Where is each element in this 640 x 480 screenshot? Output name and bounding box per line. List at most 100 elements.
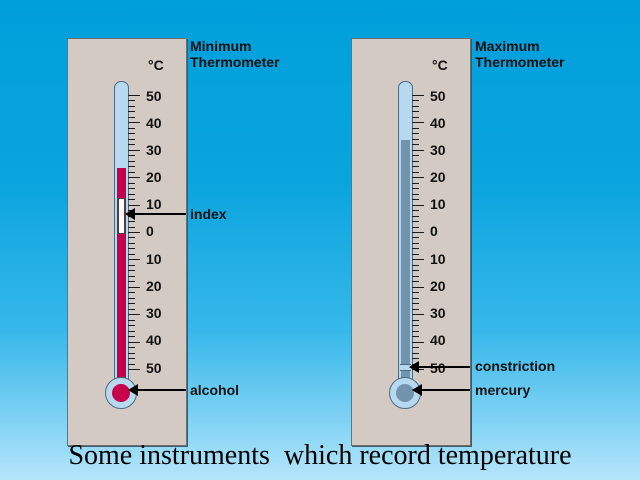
scale-tick	[412, 358, 419, 359]
scale-tick	[128, 248, 135, 249]
scale-tick	[412, 243, 419, 244]
minimum-scale-label: 40	[146, 332, 162, 348]
scale-tick	[128, 166, 135, 167]
scale-tick	[128, 353, 135, 354]
alcohol-column	[117, 168, 126, 382]
scale-tick	[128, 281, 135, 282]
scale-tick	[412, 128, 419, 129]
scale-tick	[412, 320, 419, 321]
alcohol-bulb	[105, 377, 137, 409]
maximum-glass-tube	[398, 81, 413, 383]
scale-tick	[128, 205, 140, 206]
maximum-scale-label: 20	[430, 169, 446, 185]
minimum-scale-label: 10	[146, 251, 162, 267]
scale-tick	[412, 95, 424, 96]
maximum-scale-label: 30	[430, 142, 446, 158]
minimum-scale-label: 0	[146, 223, 154, 239]
minimum-scale-label: 50	[146, 360, 162, 376]
alcohol-arrow	[128, 384, 186, 396]
scale-tick	[128, 364, 135, 365]
scale-tick	[128, 331, 135, 332]
scale-tick	[412, 194, 419, 195]
scale-tick	[128, 232, 140, 233]
scale-tick	[412, 150, 424, 151]
minimum-scale-label: 30	[146, 142, 162, 158]
scale-tick	[412, 254, 419, 255]
scale-tick	[412, 281, 419, 282]
scale-tick	[412, 210, 419, 211]
maximum-thermometer-title: Maximum Thermometer	[475, 38, 564, 70]
mercury-bulb-core	[396, 384, 414, 402]
scale-tick	[128, 194, 135, 195]
maximum-scale-label: 0	[430, 223, 438, 239]
scale-tick	[412, 353, 419, 354]
scale-tick	[128, 100, 135, 101]
scale-tick	[128, 287, 140, 288]
scale-tick	[412, 221, 419, 222]
minimum-thermometer-panel: °C 50 40 30 20 10 0 10 20 30 40 50	[67, 38, 187, 446]
scale-tick	[128, 298, 135, 299]
maximum-scale-label: 40	[430, 115, 446, 131]
alcohol-bulb-core	[112, 384, 130, 402]
maximum-scale-label: 10	[430, 196, 446, 212]
scale-tick	[412, 111, 419, 112]
scale-tick	[128, 111, 135, 112]
scale-tick	[412, 144, 419, 145]
maximum-scale-label: 10	[430, 251, 446, 267]
scale-tick	[128, 358, 135, 359]
scale-tick	[412, 287, 424, 288]
scale-tick	[128, 122, 140, 123]
scale-tick	[412, 155, 419, 156]
scale-tick	[128, 133, 135, 134]
maximum-title-line1: Maximum	[475, 38, 540, 54]
index-arrow	[125, 208, 186, 220]
scale-tick	[128, 95, 140, 96]
mercury-label: mercury	[475, 382, 531, 398]
minimum-title-line2: Thermometer	[190, 54, 280, 70]
scale-tick	[128, 292, 135, 293]
scale-tick	[128, 243, 135, 244]
index-label: index	[190, 206, 227, 222]
minimum-thermometer-title: Minimum Thermometer	[190, 38, 279, 70]
scale-tick	[128, 342, 140, 343]
minimum-scale-label: 40	[146, 115, 162, 131]
scale-tick	[128, 369, 140, 370]
scale-tick	[128, 172, 135, 173]
alcohol-label: alcohol	[190, 382, 240, 398]
scale-tick	[412, 336, 419, 337]
scale-tick	[412, 122, 424, 123]
scale-tick	[128, 117, 135, 118]
scale-tick	[128, 227, 135, 228]
scale-tick	[412, 177, 424, 178]
scale-tick	[412, 309, 419, 310]
scale-tick	[128, 128, 135, 129]
scale-tick	[128, 314, 140, 315]
maximum-scale-label: 50	[430, 88, 446, 104]
scale-tick	[412, 265, 419, 266]
scale-tick	[412, 139, 419, 140]
scale-tick	[412, 276, 419, 277]
scale-tick	[412, 232, 424, 233]
maximum-unit-label: °C	[432, 57, 448, 73]
scale-tick	[128, 237, 135, 238]
scale-tick	[412, 259, 424, 260]
maximum-scale-label: 40	[430, 332, 446, 348]
scale-tick	[412, 166, 419, 167]
maximum-thermometer-panel: °C 50 40 30 20 10 0 10 20 30 40 50	[351, 38, 471, 446]
maximum-scale-label: 30	[430, 305, 446, 321]
scale-tick	[412, 248, 419, 249]
scale-tick	[128, 106, 135, 107]
scale-tick	[128, 303, 135, 304]
scale-tick	[412, 303, 419, 304]
scale-tick	[128, 177, 140, 178]
maximum-scale-label: 20	[430, 278, 446, 294]
minimum-scale-label: 20	[146, 169, 162, 185]
scale-tick	[412, 237, 419, 238]
caption: Some instruments which record temperatur…	[68, 440, 572, 471]
scale-tick	[128, 199, 135, 200]
scale-tick	[412, 188, 419, 189]
maximum-title-line2: Thermometer	[475, 54, 565, 70]
mercury-arrow	[412, 384, 470, 396]
scale-tick	[412, 325, 419, 326]
scale-tick	[128, 155, 135, 156]
